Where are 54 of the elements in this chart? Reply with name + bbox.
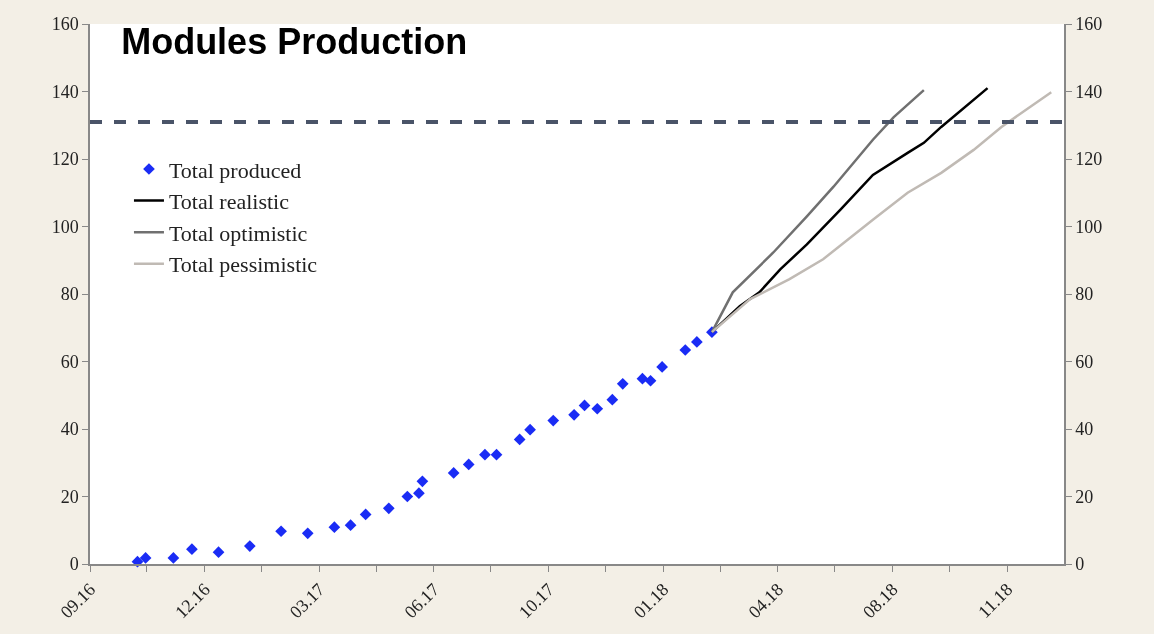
y-tick-label: 20: [60, 486, 79, 507]
legend-label: Total realistic: [168, 189, 290, 215]
y-tick-label: 120: [51, 149, 79, 170]
point: [479, 448, 491, 461]
chart-title: Modules Production: [121, 20, 468, 62]
point: [691, 336, 703, 348]
point: [413, 487, 425, 499]
point: [513, 433, 526, 446]
point: [644, 374, 657, 387]
point: [578, 399, 591, 412]
point: [636, 372, 649, 385]
y2-tick-label: 60: [1075, 351, 1094, 372]
point: [344, 519, 357, 532]
point: [547, 414, 560, 427]
point: [359, 508, 372, 521]
y-tick-label: 60: [60, 351, 79, 372]
y2-tick-label: 0: [1075, 554, 1085, 575]
point: [447, 467, 460, 479]
point: [275, 525, 287, 538]
point: [401, 490, 414, 503]
point: [212, 546, 225, 559]
y-tick-label: 140: [51, 81, 79, 102]
y-tick-label: 160: [51, 14, 79, 35]
legend-label: Total pessimistic: [168, 252, 318, 278]
y2-tick-label: 80: [1075, 284, 1094, 305]
point: [462, 458, 475, 471]
point: [416, 475, 429, 488]
y2-tick-label: 20: [1075, 486, 1094, 507]
point: [591, 402, 604, 415]
point: [679, 344, 692, 356]
point: [139, 552, 152, 564]
point: [616, 377, 629, 390]
y-tick-label: 40: [60, 419, 79, 440]
point: [243, 540, 256, 552]
legend-label: Total produced: [168, 157, 302, 183]
legend-label: Total optimistic: [168, 220, 308, 246]
point: [301, 527, 314, 540]
y2-tick-label: 100: [1075, 216, 1103, 237]
y2-tick-label: 140: [1075, 81, 1103, 102]
y-tick-label: 0: [69, 554, 79, 575]
y-tick-label: 100: [51, 216, 79, 237]
point: [568, 408, 580, 421]
point: [167, 552, 180, 564]
point: [606, 393, 619, 406]
y2-tick-label: 160: [1075, 14, 1103, 35]
point: [524, 423, 536, 436]
y-tick-label: 80: [60, 284, 79, 305]
point: [328, 521, 341, 534]
y2-tick-label: 40: [1075, 419, 1094, 440]
point: [382, 502, 395, 515]
point: [186, 543, 198, 555]
y2-tick-label: 120: [1075, 149, 1103, 170]
point: [490, 448, 503, 461]
point: [656, 361, 668, 373]
